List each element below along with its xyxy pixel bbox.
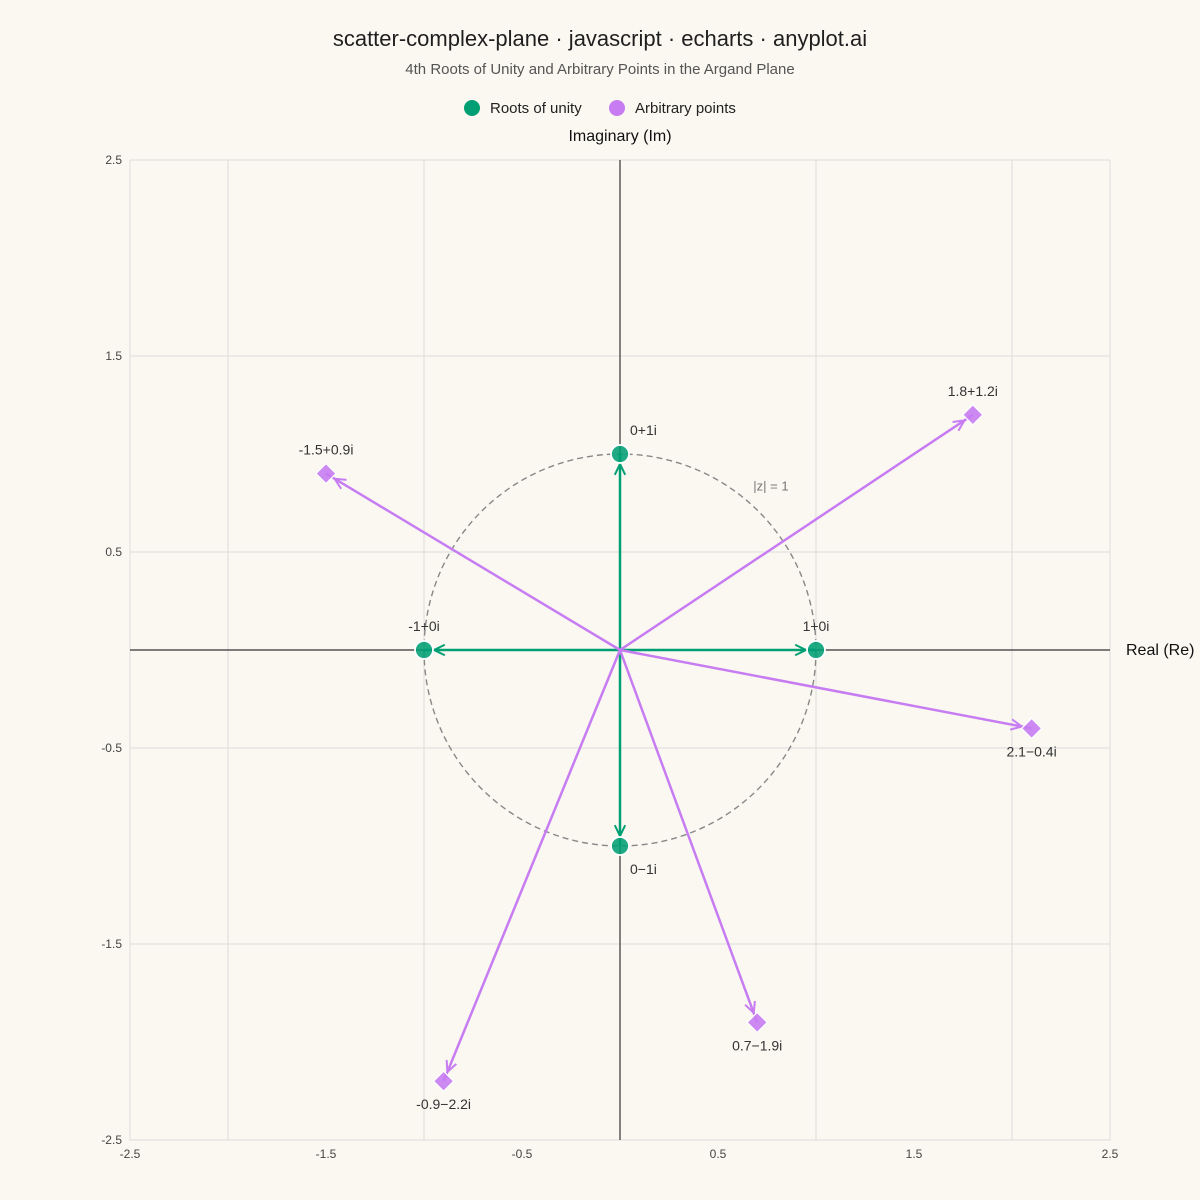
root-point [610,444,630,464]
y-tick-label: 2.5 [105,153,122,167]
x-tick-label: -2.5 [120,1147,141,1161]
y-tick-label: -2.5 [101,1133,122,1147]
vector-arrowhead [794,643,809,657]
vector-arrowhead [613,824,627,839]
vector-line [619,648,1032,730]
y-tick-labels: 2.5 1.5 0.5 -0.5 -1.5 -2.5 [101,153,122,1147]
x-tick-label: 1.5 [906,1147,923,1161]
y-tick-label: -1.5 [101,937,122,951]
arbitrary-vectors [325,413,1032,1082]
chart-title: scatter-complex-plane · javascript · ech… [333,26,867,51]
x-tick-label: 0.5 [710,1147,727,1161]
x-tick-label: -0.5 [512,1147,533,1161]
point-label: 0−1i [630,861,657,877]
vector-arrowhead [445,1059,457,1075]
arbitrary-point [746,1011,769,1034]
vector-arrowhead [744,1000,756,1016]
arbitrary-point-labels: 1.8+1.2i -1.5+0.9i 2.1−0.4i 0.7−1.9i -0.… [299,383,1057,1112]
arbitrary-point [961,403,984,426]
roots-points [414,444,826,856]
point-label: -0.9−2.2i [416,1096,471,1112]
vector-arrowhead [431,643,446,657]
legend-arbitrary-marker-icon [609,100,625,116]
unit-circle-label: |z| = 1 [753,478,788,493]
vector-line [325,472,621,652]
arbitrary-point [432,1070,455,1093]
arbitrary-points [315,403,1043,1093]
roots-point-labels: 1+0i 0+1i -1+0i 0−1i [408,422,829,877]
legend-item-roots[interactable]: Roots of unity [464,100,582,117]
chart-subtitle: 4th Roots of Unity and Arbitrary Points … [405,61,794,78]
roots-vectors [424,454,816,846]
legend-item-arbitrary[interactable]: Arbitrary points [609,100,736,117]
point-label: 1+0i [803,618,830,634]
x-tick-label: -1.5 [316,1147,337,1161]
point-label: 2.1−0.4i [1006,743,1056,759]
point-label: 1.8+1.2i [948,383,998,399]
y-tick-label: 1.5 [105,349,122,363]
point-label: -1+0i [408,618,440,634]
vector-arrowhead [1009,718,1025,731]
root-point [806,640,826,660]
point-label: -1.5+0.9i [299,442,354,458]
x-tick-label: 2.5 [1102,1147,1119,1161]
x-axis-name: Real (Re) [1126,642,1194,659]
arbitrary-point [1020,717,1043,740]
root-point [610,836,630,856]
vector-arrowhead [613,461,627,476]
y-tick-label: -0.5 [101,741,122,755]
x-tick-labels: -2.5 -1.5 -0.5 0.5 1.5 2.5 [120,1147,1119,1161]
point-label: 0.7−1.9i [732,1037,782,1053]
legend[interactable]: Roots of unity Arbitrary points [464,100,736,117]
vector-line [618,649,759,1023]
vector-line [619,413,974,652]
point-label: 0+1i [630,422,657,438]
vector-arrowhead [952,419,967,432]
root-point [414,640,434,660]
y-axis-name: Imaginary (Im) [568,128,671,145]
legend-arbitrary-label: Arbitrary points [635,100,736,117]
y-tick-label: 0.5 [105,545,122,559]
legend-roots-label: Roots of unity [490,100,582,117]
legend-roots-marker-icon [464,100,480,116]
arbitrary-point [315,462,337,485]
vector-line [442,649,622,1082]
vector-arrowhead [332,477,347,490]
